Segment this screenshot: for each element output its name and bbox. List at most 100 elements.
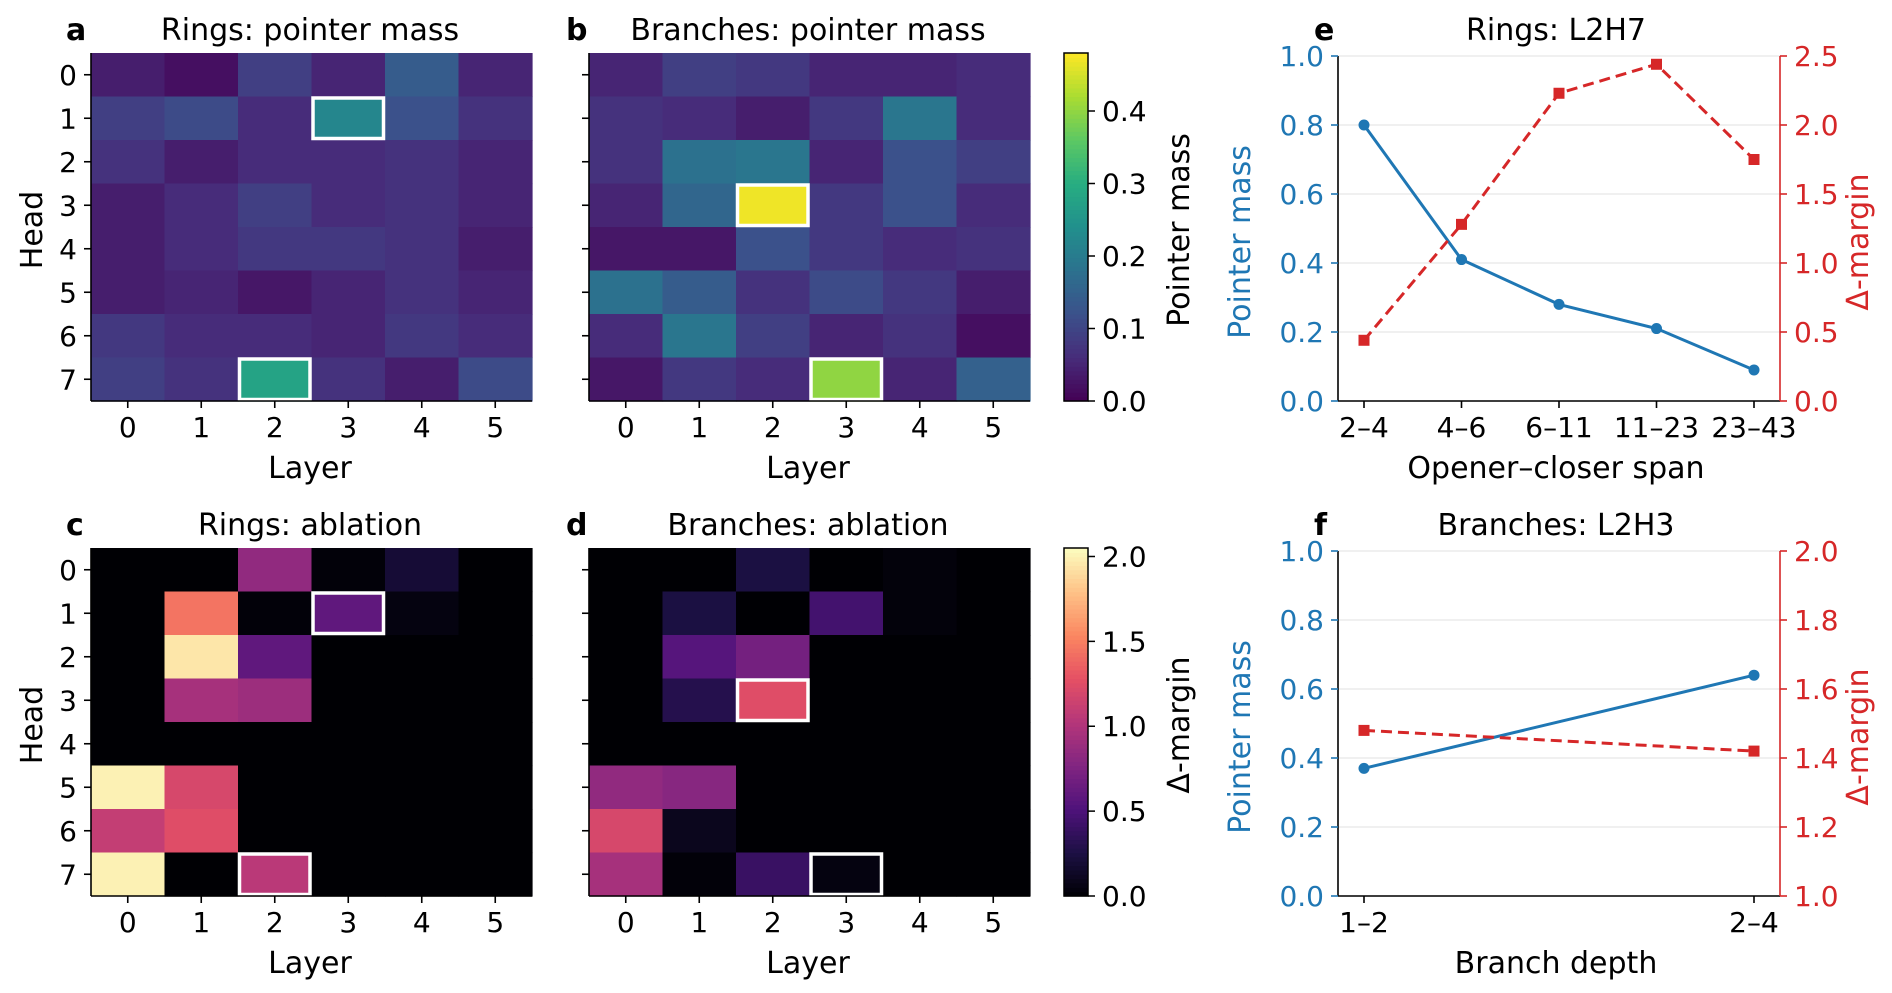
colorbar-frame — [1063, 547, 1089, 897]
colorbar-segment — [1064, 361, 1088, 367]
colorbar-segment — [1064, 682, 1088, 688]
colorbar-segment — [1064, 591, 1088, 597]
heatmap-cell — [91, 548, 166, 593]
x-tick-label: 3 — [339, 411, 357, 444]
heatmap-cell — [736, 852, 811, 897]
heatmap-cell — [311, 852, 386, 897]
colorbar-segment — [1064, 722, 1088, 727]
colorbar-segment — [1064, 569, 1088, 575]
panel-d-heatmap-cells — [589, 548, 1031, 897]
heatmap-cell — [238, 96, 313, 141]
colorbar-segment — [1064, 891, 1088, 897]
x-tick-label: 2 — [266, 906, 284, 939]
heatmap-cell — [164, 183, 239, 228]
heatmap-cell — [883, 53, 958, 98]
left-tick-label: 1.0 — [1279, 40, 1324, 73]
colorbar-segment — [1064, 839, 1088, 845]
colorbar-segment — [1064, 396, 1088, 402]
y-tick-label: 1 — [59, 102, 77, 135]
x-tick-label: 4 — [413, 411, 431, 444]
colorbar-segment — [1064, 244, 1088, 250]
data-point-delta-margin — [1748, 154, 1760, 165]
right-tick-label: 0.0 — [1794, 385, 1839, 418]
heatmap-cell — [736, 140, 811, 185]
heatmap-cell — [458, 635, 533, 680]
right-tick-label: 1.0 — [1794, 247, 1839, 280]
heatmap-cell — [662, 357, 737, 402]
left-tick-label: 0.0 — [1279, 385, 1324, 418]
panel-b-colorbar: 0.0 0.1 0.2 0.3 0.4 — [1063, 52, 1147, 418]
y-tick-label: 6 — [59, 320, 77, 353]
heatmap-cell — [956, 852, 1031, 897]
panel-b-heatmap-cells — [589, 53, 1031, 402]
heatmap-cell — [809, 270, 884, 315]
heatmap-cell — [883, 635, 958, 680]
colorbar-segment — [1064, 53, 1088, 58]
right-tick-label: 1.5 — [1794, 178, 1839, 211]
heatmap-cell — [238, 140, 313, 185]
panel-e-title: Rings: L2H7 — [1466, 13, 1646, 48]
data-point-delta-margin — [1456, 218, 1467, 230]
heatmap-cell — [164, 635, 239, 680]
panel-f-xlabel: Branch depth — [1455, 946, 1658, 981]
colorbar-segment — [1064, 218, 1088, 224]
x-tick-label: 1–2 — [1339, 906, 1389, 939]
colorbar-segment — [1064, 340, 1088, 346]
heatmap-cell — [385, 591, 460, 636]
colorbar-segment — [1064, 769, 1088, 775]
colorbar-segment — [1064, 157, 1088, 163]
colorbar-segment — [1064, 817, 1088, 823]
heatmap-cell — [736, 314, 811, 359]
right-tick-label: 2.0 — [1794, 535, 1839, 568]
colorbar-segment — [1064, 782, 1088, 788]
panel-d-colorbar-label: Δ-margin — [1162, 656, 1197, 793]
heatmap-cell — [238, 548, 313, 593]
colorbar-segment — [1064, 830, 1088, 836]
colorbar-segment — [1064, 379, 1088, 385]
colorbar-segment — [1064, 739, 1088, 745]
panel-a: a Rings: pointer mass 0 1 2 3 4 5 0 1 2 3 4 5 6 7 Lay… — [15, 13, 533, 486]
right-tick-label: 1.8 — [1794, 604, 1839, 637]
heatmap-cell — [311, 314, 386, 359]
colorbar-segment — [1064, 266, 1088, 272]
heatmap-cell — [809, 53, 884, 98]
colorbar-segment — [1064, 118, 1088, 124]
heatmap-cell — [589, 96, 664, 141]
panel-c-label: c — [66, 508, 84, 543]
heatmap-cell — [956, 678, 1031, 723]
heatmap-cell — [956, 809, 1031, 854]
colorbar-segment — [1064, 126, 1088, 132]
highlight-box — [311, 591, 386, 636]
colorbar-segment — [1064, 257, 1088, 263]
heatmap-cell — [736, 357, 811, 402]
colorbar-segment — [1064, 865, 1088, 871]
colorbar-segment — [1064, 600, 1088, 606]
colorbar-segment — [1064, 205, 1088, 211]
y-tick-label: 2 — [59, 146, 77, 179]
y-tick-label: 5 — [59, 276, 77, 309]
panel-b: b Branches: pointer mass 0 1 2 3 4 5 Layer 0.… — [566, 13, 1197, 486]
colorbar-segment — [1064, 843, 1088, 849]
heatmap-cell — [883, 314, 958, 359]
highlight-box — [735, 678, 810, 723]
heatmap-cell — [385, 678, 460, 723]
heatmap-cell — [809, 852, 884, 897]
data-point-pointer-mass — [1456, 254, 1467, 266]
panel-b-xlabel: Layer — [766, 451, 850, 486]
colorbar-segment — [1064, 227, 1088, 232]
panel-e-ylabel-left: Pointer mass — [1223, 145, 1258, 339]
colorbar-segment — [1064, 661, 1088, 667]
colorbar-segment — [1064, 253, 1088, 259]
colorbar-segment — [1064, 261, 1088, 267]
heatmap-cell — [883, 183, 958, 228]
colorbar-segment — [1064, 318, 1088, 324]
heatmap-cell — [662, 270, 737, 315]
data-point-pointer-mass — [1358, 762, 1370, 774]
colorbar-segment — [1064, 83, 1088, 89]
colorbar-segment — [1064, 574, 1088, 580]
heatmap-cell — [883, 140, 958, 185]
colorbar-segment — [1064, 621, 1088, 627]
heatmap-cell — [956, 314, 1031, 359]
panel-c: c Rings: ablation 0 1 2 3 4 5 0 1 2 3 4 5 6 7 Layer H… — [15, 508, 533, 981]
x-tick-label: 0 — [119, 411, 137, 444]
